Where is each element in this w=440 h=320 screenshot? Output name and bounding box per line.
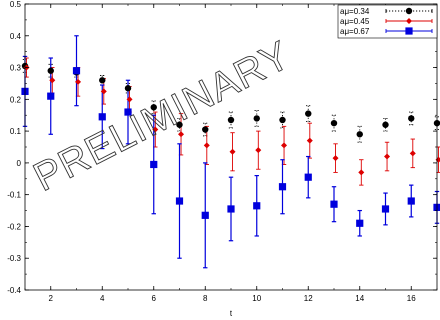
data-point-diamond (281, 142, 287, 148)
data-point-diamond (333, 155, 339, 161)
x-tick-label: 14 (355, 294, 364, 303)
data-point-circle (48, 68, 54, 74)
y-tick-label: -0.3 (7, 254, 21, 263)
data-point-square (99, 113, 106, 120)
x-tick-label: 8 (203, 294, 208, 303)
data-point-square (356, 220, 363, 227)
data-point-circle (305, 110, 311, 116)
data-point-square (150, 161, 157, 168)
y-tick-label: 0.4 (10, 32, 22, 41)
legend-label: aμ=0.34 (340, 7, 370, 16)
x-tick-label: 10 (252, 294, 261, 303)
data-point-diamond (307, 138, 313, 144)
data-point-circle (357, 131, 363, 137)
data-point-square (408, 197, 415, 204)
data-point-circle (408, 115, 414, 121)
legend-marker-square (405, 27, 412, 34)
y-tick-label: 0.1 (10, 127, 22, 136)
data-point-circle (279, 117, 285, 123)
data-point-diamond (230, 149, 236, 155)
data-point-square (279, 183, 286, 190)
data-point-circle (125, 85, 131, 91)
legend-label: aμ=0.45 (340, 17, 370, 26)
x-tick-label: 6 (152, 294, 157, 303)
y-tick-label: 0 (17, 159, 22, 168)
data-point-diamond (358, 169, 364, 175)
data-point-circle (99, 77, 105, 83)
data-point-diamond (410, 150, 416, 156)
data-point-diamond (204, 142, 210, 148)
data-point-square (176, 197, 183, 204)
y-tick-label: -0.2 (7, 222, 21, 231)
data-point-square (382, 205, 389, 212)
y-tick-label: 0.3 (10, 64, 22, 73)
data-point-square (253, 202, 260, 209)
data-point-diamond (255, 147, 261, 153)
x-tick-label: 12 (304, 294, 313, 303)
data-point-square (227, 205, 234, 212)
data-point-circle (254, 115, 260, 121)
data-point-circle (228, 117, 234, 123)
y-tick-label: 0.5 (10, 0, 22, 9)
data-point-diamond (384, 154, 390, 160)
data-point-circle (331, 120, 337, 126)
x-axis-label: t (230, 309, 233, 318)
x-tick-label: 4 (100, 294, 105, 303)
legend-marker-circle (406, 8, 412, 14)
data-point-diamond (436, 157, 440, 163)
data-point-circle (202, 126, 208, 132)
legend-label: aμ=0.67 (340, 27, 370, 36)
x-tick-label: 2 (49, 294, 54, 303)
data-point-circle (382, 122, 388, 128)
x-tick-label: 16 (407, 294, 416, 303)
data-point-square (202, 212, 209, 219)
y-tick-label: -0.1 (7, 191, 21, 200)
data-point-square (47, 93, 54, 100)
data-point-square (305, 174, 312, 181)
data-point-square (73, 67, 80, 74)
y-tick-label: 0.2 (10, 95, 22, 104)
data-point-square (330, 201, 337, 208)
y-tick-label: -0.4 (7, 286, 21, 295)
